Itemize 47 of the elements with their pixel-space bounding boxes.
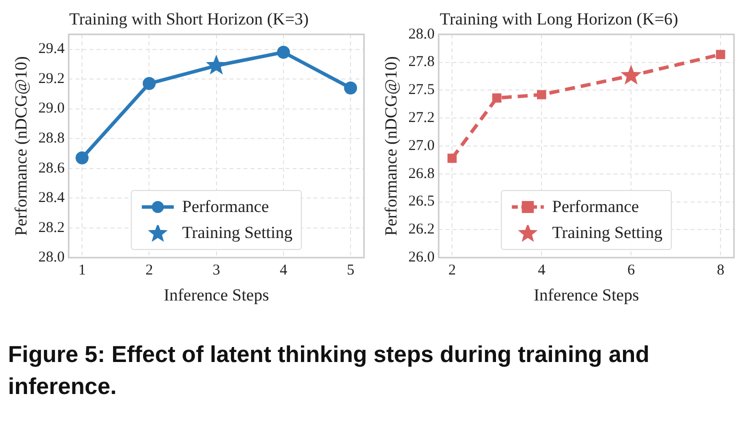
x-tick-label: 8 [716,262,724,279]
x-axis-title: Inference Steps [164,285,269,304]
y-tick-label: 28.0 [408,26,435,42]
point [716,50,726,60]
x-tick-label: 2 [145,262,153,279]
point [492,93,502,103]
legend-label: Training Setting [182,222,292,242]
point [447,154,457,163]
x-tick-label: 6 [627,262,636,279]
y-tick-label: 26.0 [408,250,435,266]
point [206,54,227,75]
x-tick-label: 2 [448,262,456,279]
y-tick-label: 27.8 [408,54,435,70]
y-tick-label: 28.4 [38,190,66,206]
y-tick-label: 27.0 [408,138,435,154]
point [142,77,156,90]
point [76,151,89,164]
caption: Figure 5: Effect of latent thinking steps during training and inference. [8,340,650,401]
y-tick-label: 27.2 [408,110,435,126]
y-tick-label: 28.2 [38,220,65,236]
x-tick-label: 1 [78,262,86,279]
x-tick-label: 3 [212,262,220,279]
legend-label: Training Setting [552,222,662,242]
y-axis-title: Performance (nDCG@10) [12,56,31,236]
x-tick-label: 4 [280,262,288,279]
point [276,46,290,59]
y-tick-label: 27.5 [408,82,435,98]
y-tick-label: 28.6 [38,160,66,176]
y-tick-label: 29.0 [38,100,65,117]
point [620,64,642,85]
legend-label: Performance [552,196,639,216]
x-axis-title: Inference Steps [534,285,639,304]
point [536,90,546,100]
y-tick-label: 29.2 [38,70,65,87]
point [344,81,358,94]
legend-label: Performance [182,196,269,216]
y-tick-label: 26.5 [408,194,435,210]
x-tick-label: 5 [346,262,354,279]
x-tick-label: 4 [538,262,546,279]
y-tick-label: 28.0 [38,250,65,266]
y-axis-title: Performance (nDCG@10) [382,56,401,236]
y-tick-label: 28.8 [38,130,65,146]
chart-title: Training with Short Horizon (K=3) [69,10,309,29]
y-tick-label: 29.4 [38,41,66,58]
chart-title: Training with Long Horizon (K=6) [440,10,678,29]
y-tick-label: 26.2 [408,222,435,238]
y-tick-label: 26.8 [408,166,435,182]
